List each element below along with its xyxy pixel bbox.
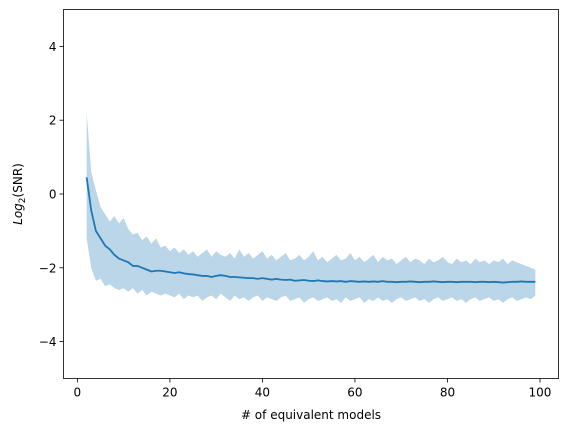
confidence-band [86,112,536,303]
y-tick-label: −4 [39,335,57,349]
x-ticks: 0 20 40 60 80 100 [74,378,552,400]
mean-line-layer [85,177,536,284]
x-tick-label: 60 [347,386,362,400]
mean-snr-line [85,177,536,284]
confidence-band-layer [86,112,536,303]
y-axis-label-subscript: 2 [18,197,28,203]
y-tick-label: 4 [49,40,57,54]
x-tick-label: 0 [74,386,82,400]
y-axis-label: Log2(SNR) [11,163,28,225]
x-tick-label: 80 [440,386,455,400]
x-tick-label: 20 [162,386,177,400]
y-tick-label: 0 [49,188,57,202]
y-axis-label-rest: (SNR) [11,163,25,197]
x-tick-label: 100 [529,386,552,400]
x-axis-label: # of equivalent models [241,408,381,422]
y-axis-label-base: Log [11,203,25,225]
y-ticks: −4 −2 0 2 4 [39,40,64,349]
x-tick-label: 40 [255,386,270,400]
y-tick-label: 2 [49,114,57,128]
y-tick-label: −2 [39,261,57,275]
